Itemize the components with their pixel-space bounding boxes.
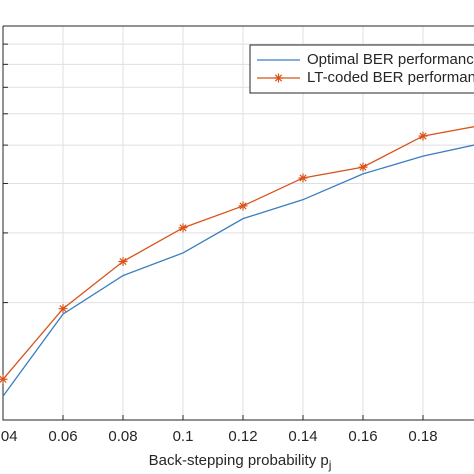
marker xyxy=(238,201,248,211)
marker xyxy=(178,223,188,233)
marker xyxy=(418,131,428,141)
series-line xyxy=(2,144,474,397)
legend-marker xyxy=(274,73,283,83)
x-tick-label: 0.18 xyxy=(408,428,437,445)
marker xyxy=(58,304,68,314)
marker xyxy=(358,162,368,172)
x-axis-label-subscript: j xyxy=(328,458,332,472)
x-tick-label: 0.06 xyxy=(48,428,77,445)
x-axis-label: Back-stepping probability pj xyxy=(149,452,332,472)
axis-box xyxy=(2,25,474,421)
x-tick-label: 0.12 xyxy=(228,428,257,445)
series-line xyxy=(2,126,474,380)
x-tick-label: 0.16 xyxy=(348,428,377,445)
x-tick-label: 0.04 xyxy=(0,428,18,445)
x-tick-label: 0.14 xyxy=(288,428,317,445)
marker xyxy=(298,173,308,183)
legend-label: LT-coded BER performance xyxy=(307,69,474,86)
legend-box xyxy=(249,44,474,94)
x-tick-label: 0.1 xyxy=(173,428,194,445)
x-tick-label: 0.08 xyxy=(108,428,137,445)
x-axis-label-text: Back-stepping probability p xyxy=(149,452,329,469)
marker xyxy=(118,257,128,267)
legend-label: Optimal BER performance xyxy=(307,51,474,68)
marker xyxy=(0,374,8,384)
